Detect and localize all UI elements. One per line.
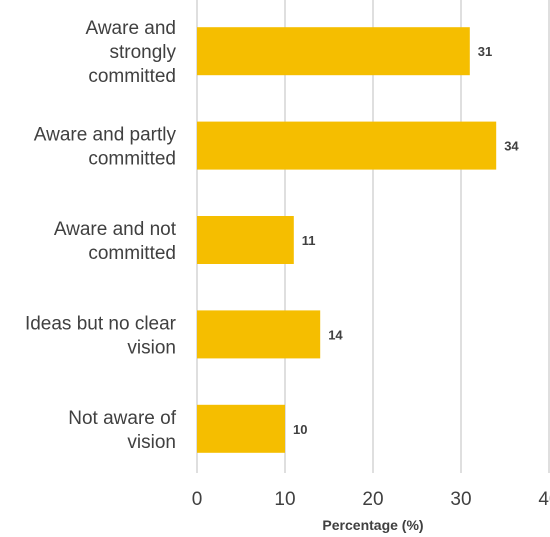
category-label: Aware and strongly committed: [86, 18, 177, 87]
bars: [197, 27, 497, 453]
category-label: Ideas but no clear vision: [25, 313, 177, 358]
data-label: 14: [328, 327, 343, 342]
bar: [197, 310, 321, 359]
data-labels: 31 34 11 14 10: [293, 44, 519, 437]
category-label: Aware and not committed: [54, 219, 177, 264]
data-label: 10: [293, 422, 307, 437]
data-label: 34: [504, 139, 519, 154]
gridlines: [196, 0, 550, 473]
x-axis-title: Percentage (%): [322, 517, 423, 533]
category-label: Not aware of vision: [68, 408, 176, 453]
x-tick-label: 40: [538, 489, 550, 510]
category-labels: Aware and strongly committed Aware and part…: [25, 18, 177, 453]
bar: [197, 27, 470, 76]
data-label: 11: [302, 233, 316, 248]
bar: [197, 404, 285, 453]
category-label: Aware and partly committed: [34, 125, 177, 170]
x-tick-label: 30: [450, 489, 471, 510]
bar: [197, 121, 497, 170]
x-tick-labels: 0 10 20 30 40: [192, 489, 550, 510]
bar: [197, 216, 294, 264]
data-label: 31: [478, 44, 492, 59]
x-tick-label: 20: [362, 489, 383, 510]
x-tick-label: 0: [192, 489, 203, 510]
x-tick-label: 10: [274, 489, 295, 510]
